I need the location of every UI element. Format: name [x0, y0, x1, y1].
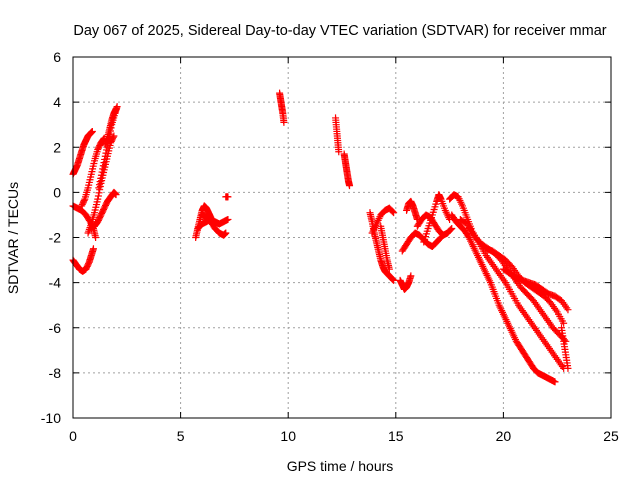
x-tick-label: 25	[603, 428, 619, 444]
data-point	[110, 132, 118, 140]
data-point	[101, 155, 109, 163]
data-point	[448, 224, 456, 232]
data-point	[80, 196, 88, 204]
data-point	[564, 306, 572, 314]
y-axis-label: SDTVAR / TECUs	[5, 182, 21, 294]
series-arc-2	[69, 127, 96, 178]
data-point	[551, 378, 559, 386]
series-arc-12	[222, 193, 232, 201]
series-arc-20	[398, 229, 445, 255]
data-point	[390, 209, 398, 217]
data-points	[69, 89, 572, 386]
series-arc-23	[420, 191, 454, 246]
series-arc-18	[377, 222, 393, 273]
data-point	[98, 168, 106, 176]
data-point	[112, 191, 120, 199]
data-point	[280, 118, 288, 126]
series-arc-8	[101, 105, 120, 149]
data-point	[335, 148, 343, 156]
y-tick-label: 2	[53, 139, 61, 155]
data-point	[389, 208, 397, 216]
y-tick-label: -6	[49, 320, 62, 336]
y-tick-label: 4	[53, 94, 61, 110]
data-point	[103, 146, 111, 154]
series-arc-13	[276, 89, 288, 126]
data-point	[346, 182, 354, 190]
data-point	[224, 215, 232, 223]
data-point	[564, 364, 572, 372]
series-arc-14	[332, 114, 343, 156]
data-point	[95, 184, 103, 192]
data-point	[436, 234, 444, 242]
data-point	[94, 192, 102, 200]
data-point	[88, 127, 96, 135]
series-arc-29	[499, 265, 572, 314]
data-point	[112, 105, 120, 113]
data-point	[101, 152, 109, 160]
series-arc-21	[403, 197, 421, 223]
series-arc-30	[558, 324, 572, 372]
data-point	[102, 149, 110, 157]
y-tick-label: -8	[49, 365, 62, 381]
y-tick-label: 6	[53, 49, 61, 65]
data-point	[100, 159, 108, 167]
data-point	[99, 162, 107, 170]
data-point	[92, 234, 100, 241]
x-tick-label: 20	[496, 428, 512, 444]
x-tick-label: 0	[69, 428, 77, 444]
data-point	[560, 319, 568, 327]
series-arc-17	[368, 204, 398, 237]
data-point	[224, 193, 232, 201]
series-arc-25	[448, 211, 559, 386]
grid-lines	[73, 57, 611, 418]
series-arc-27	[465, 224, 570, 345]
data-point	[385, 265, 393, 273]
data-point	[390, 276, 398, 284]
x-tick-label: 5	[177, 428, 185, 444]
axis-ticks: 0 5 10 15 20 25 -10 -8 -6 -4 -2 0 2 4 6	[41, 49, 619, 444]
data-point	[464, 232, 472, 240]
series-arc-11	[198, 211, 230, 239]
series-arc-6	[91, 188, 120, 230]
y-tick-label: -2	[49, 230, 62, 246]
y-tick-label: -4	[49, 275, 62, 291]
data-point	[222, 229, 230, 237]
data-point	[99, 165, 107, 173]
y-tick-label: -10	[41, 410, 61, 426]
data-point	[95, 181, 103, 189]
data-point	[96, 178, 104, 186]
data-point	[407, 272, 415, 280]
x-tick-label: 15	[388, 428, 404, 444]
series-arc-9	[192, 202, 215, 241]
x-tick-label: 10	[280, 428, 296, 444]
data-point	[89, 245, 97, 253]
series-arc-1	[69, 245, 97, 275]
y-tick-label: 0	[53, 184, 61, 200]
chart-title: Day 067 of 2025, Sidereal Day-to-day VTE…	[73, 23, 606, 39]
data-point	[97, 171, 105, 179]
plot-frame	[72, 56, 612, 419]
data-point	[447, 225, 455, 233]
data-point	[97, 174, 105, 182]
series-arc-15	[340, 150, 354, 190]
data-point	[94, 195, 102, 203]
x-axis-label: GPS time / hours	[287, 458, 394, 474]
series-arc-19	[396, 272, 415, 293]
